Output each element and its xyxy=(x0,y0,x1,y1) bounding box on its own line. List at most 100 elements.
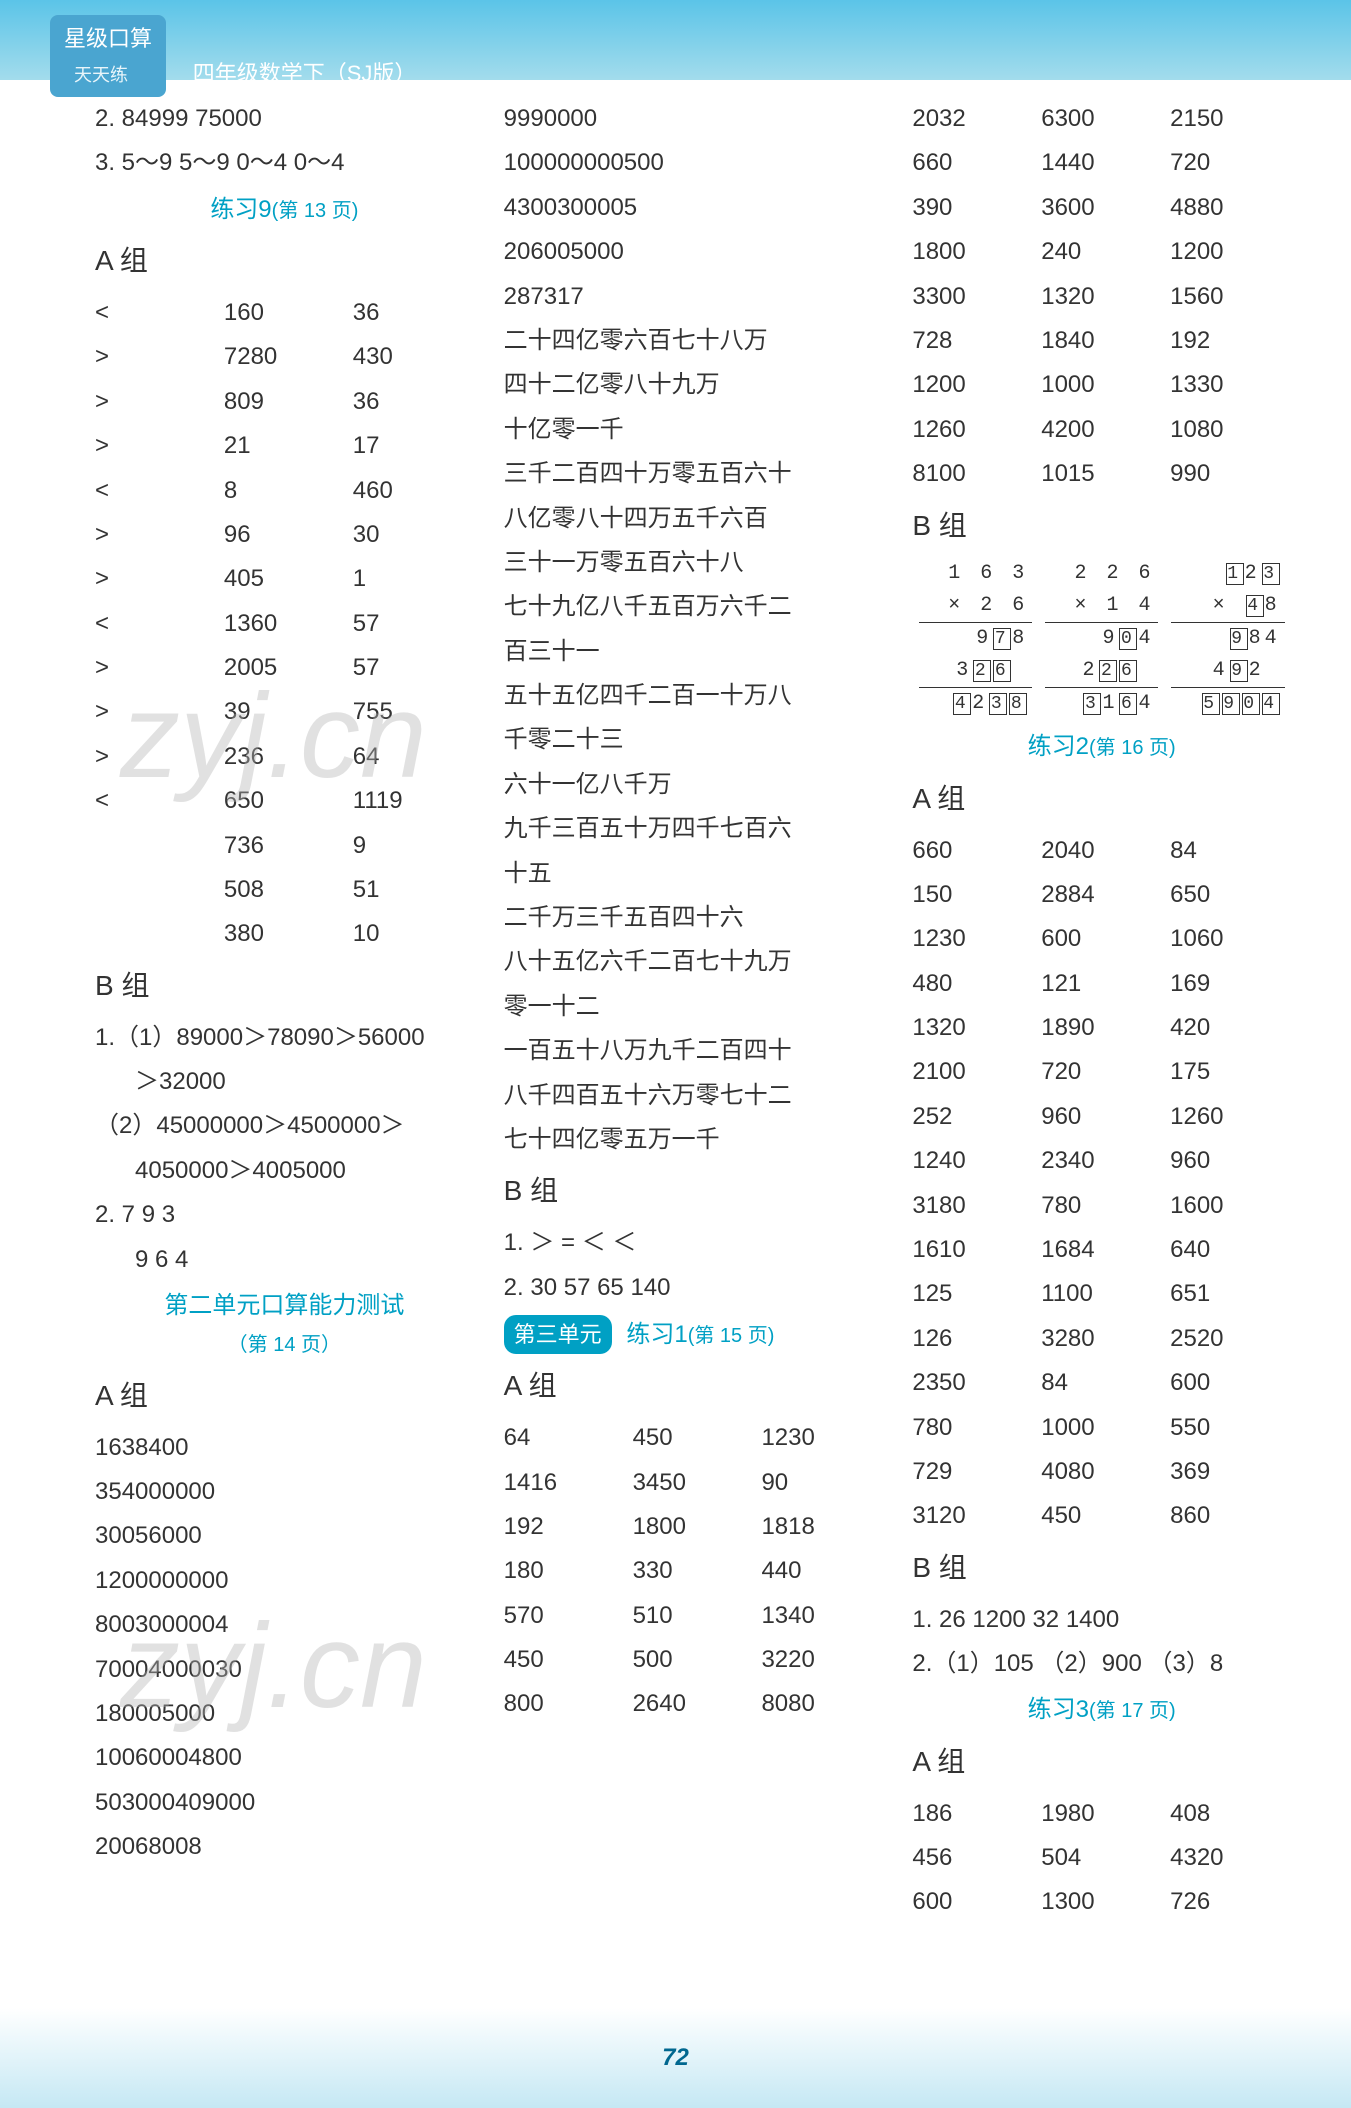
table-cell: < xyxy=(95,782,216,820)
table-row: >2117 xyxy=(95,427,474,465)
table-cell: 600 xyxy=(912,1883,1033,1921)
table-cell: 1600 xyxy=(1170,1187,1291,1225)
list-item: 354000000 xyxy=(95,1473,474,1511)
list-item: 1638400 xyxy=(95,1429,474,1467)
table-cell: 780 xyxy=(912,1409,1033,1447)
table-cell: 450 xyxy=(633,1419,754,1457)
table-row: 1861980408 xyxy=(912,1795,1291,1833)
table-cell: 186 xyxy=(912,1795,1033,1833)
table-row: 39036004880 xyxy=(912,189,1291,227)
table-cell: 1230 xyxy=(912,920,1033,958)
table-cell: 1840 xyxy=(1041,322,1162,360)
table-cell: 1119 xyxy=(353,782,474,820)
table-cell: 7280 xyxy=(224,338,345,376)
group-a-label: A 组 xyxy=(95,239,474,284)
table-row: 50851 xyxy=(95,871,474,909)
table-cell: 1200 xyxy=(912,366,1033,404)
table-cell: 51 xyxy=(353,871,474,909)
page-number: 72 xyxy=(662,2039,689,2077)
calc-line: 3164 xyxy=(1045,688,1159,720)
table-a: 6445012301416345090192180018181803304405… xyxy=(504,1419,883,1724)
table-row: 18002401200 xyxy=(912,233,1291,271)
table-cell: 175 xyxy=(1170,1053,1291,1091)
table-cell: 36 xyxy=(353,383,474,421)
table-cell: > xyxy=(95,338,216,376)
table-row: 80026408080 xyxy=(504,1685,883,1723)
table-row: 19218001818 xyxy=(504,1508,883,1546)
table-cell: 90 xyxy=(761,1464,882,1502)
table-cell: 510 xyxy=(633,1597,754,1635)
table-cell: 8 xyxy=(224,472,345,510)
text-line: 3. 5～9 5～9 0～4 0～4 xyxy=(95,144,474,182)
list-item: 三千二百四十万零五百六十 xyxy=(504,455,883,493)
list-item: 千零二十三 xyxy=(504,721,883,759)
table-cell: 456 xyxy=(912,1839,1033,1877)
table-cell: 1416 xyxy=(504,1464,625,1502)
table-cell: 64 xyxy=(504,1419,625,1457)
table-row: 120010001330 xyxy=(912,366,1291,404)
table-row: 38010 xyxy=(95,915,474,953)
calc-line: 123 xyxy=(1171,558,1285,590)
page-ref: (第 17 页) xyxy=(1089,1700,1176,1722)
table-cell: 720 xyxy=(1170,144,1291,182)
table-cell: < xyxy=(95,605,216,643)
table-cell: > xyxy=(95,693,216,731)
table-cell: 500 xyxy=(633,1641,754,1679)
table-row: >7280430 xyxy=(95,338,474,376)
table-cell: 2520 xyxy=(1170,1320,1291,1358)
table-cell: 480 xyxy=(912,965,1033,1003)
list-item: 8003000004 xyxy=(95,1606,474,1644)
table-cell: 440 xyxy=(761,1552,882,1590)
table-cell: 160 xyxy=(224,294,345,332)
table-cell: 1 xyxy=(353,560,474,598)
table-cell: 39 xyxy=(224,693,345,731)
table-cell: > xyxy=(95,427,216,465)
table-cell: 736 xyxy=(224,827,345,865)
table-cell: 6300 xyxy=(1041,100,1162,138)
table-row: 81001015990 xyxy=(912,455,1291,493)
calc-1: 1 6 3 × 2 6 978 326 4238 xyxy=(919,558,1033,720)
table-cell: 252 xyxy=(912,1098,1033,1136)
table-row: 644501230 xyxy=(504,1419,883,1457)
table-row: 6001300726 xyxy=(912,1883,1291,1921)
table-row: 7801000550 xyxy=(912,1409,1291,1447)
table-cell: 504 xyxy=(1041,1839,1162,1877)
calc-line: 978 xyxy=(919,623,1033,655)
list-item: 30056000 xyxy=(95,1517,474,1555)
calc-line: × 2 6 xyxy=(919,590,1033,623)
text-line: ＞32000 xyxy=(135,1063,474,1101)
table-cell: 57 xyxy=(353,649,474,687)
table-cell: 3600 xyxy=(1041,189,1162,227)
badge-sub: 天天练 xyxy=(74,65,128,85)
table-cell: 390 xyxy=(912,189,1033,227)
table-cell: 728 xyxy=(912,322,1033,360)
table-cell: > xyxy=(95,560,216,598)
table-cell: 2100 xyxy=(912,1053,1033,1091)
table-row: 1251100651 xyxy=(912,1275,1291,1313)
group-a-label: A 组 xyxy=(912,777,1291,822)
table-cell: 30 xyxy=(353,516,474,554)
calc-line: 5904 xyxy=(1171,688,1285,720)
table-row: 12632802520 xyxy=(912,1320,1291,1358)
table-row: >4051 xyxy=(95,560,474,598)
table-cell: 2040 xyxy=(1041,832,1162,870)
table-cell: > xyxy=(95,738,216,776)
table-cell: 1000 xyxy=(1041,1409,1162,1447)
table-cell: 1240 xyxy=(912,1142,1033,1180)
column-2: 9990000100000000500430030000520600500028… xyxy=(504,100,883,1928)
table-cell: 2032 xyxy=(912,100,1033,138)
list-item: 206005000 xyxy=(504,233,883,271)
table-cell: 2150 xyxy=(1170,100,1291,138)
group-a-label: A 组 xyxy=(504,1364,883,1409)
table-cell: 2005 xyxy=(224,649,345,687)
table-row: >39755 xyxy=(95,693,474,731)
table-cell: 8100 xyxy=(912,455,1033,493)
table-cell: 3220 xyxy=(761,1641,882,1679)
table-cell: 169 xyxy=(1170,965,1291,1003)
number-list: 9990000100000000500430030000520600500028… xyxy=(504,100,883,316)
table-cell: 1100 xyxy=(1041,1275,1162,1313)
table-cell: 729 xyxy=(912,1453,1033,1491)
table-cell: > xyxy=(95,516,216,554)
table-cell: 408 xyxy=(1170,1795,1291,1833)
table-cell: 1800 xyxy=(633,1508,754,1546)
